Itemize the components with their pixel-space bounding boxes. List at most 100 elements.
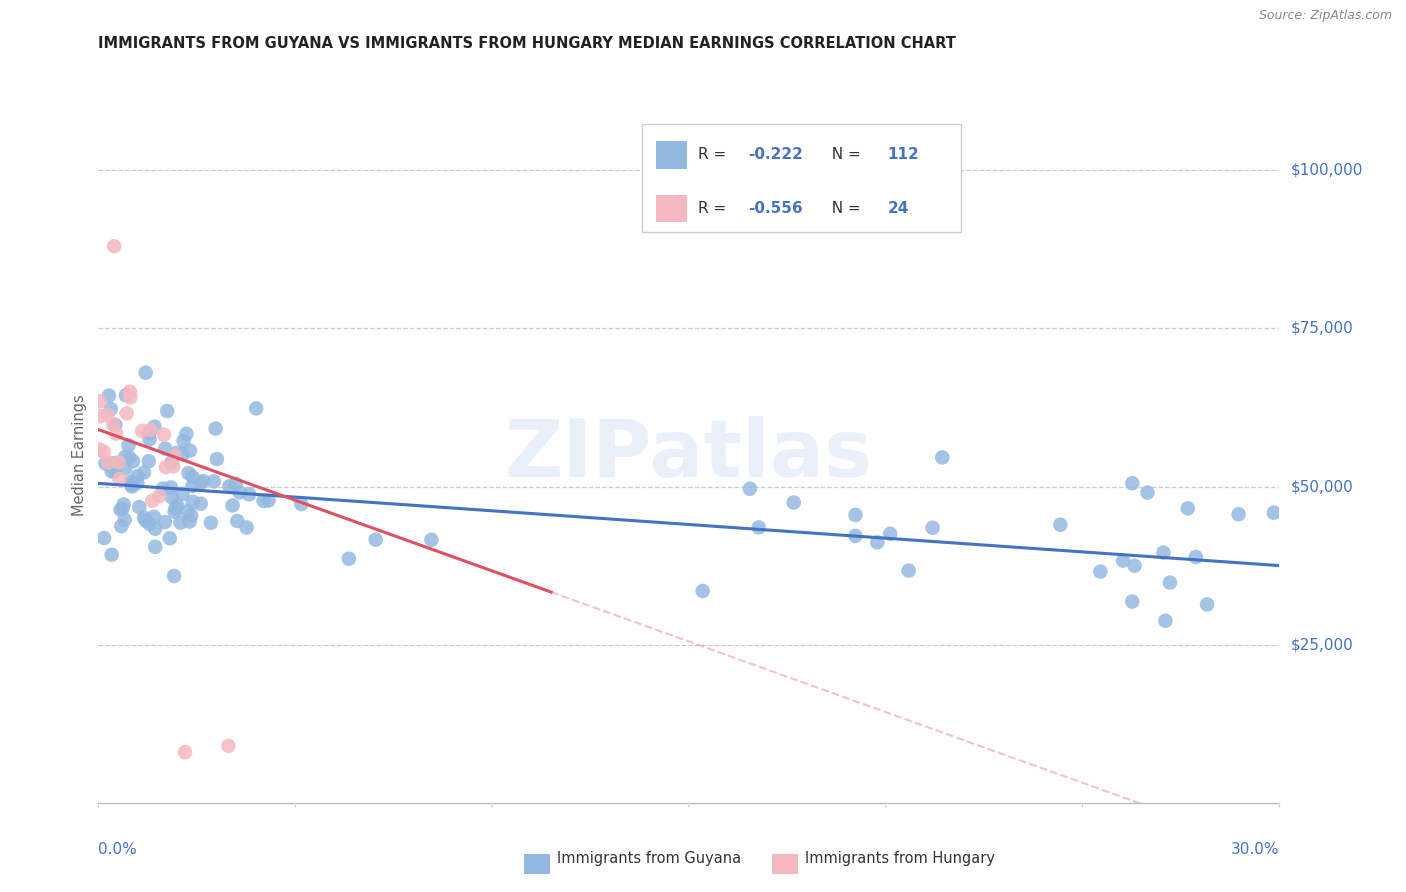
Point	[190, 475, 212, 490]
Point	[1049, 517, 1071, 532]
Point	[866, 535, 889, 549]
Point	[132, 510, 155, 524]
Point	[257, 493, 280, 508]
Point	[118, 450, 141, 465]
Point	[692, 584, 714, 599]
Point	[931, 450, 953, 465]
Point	[104, 464, 127, 478]
Point	[114, 388, 136, 402]
Point	[139, 423, 162, 437]
Bar	[772, 854, 797, 874]
Point	[204, 421, 226, 435]
Text: Source: ZipAtlas.com: Source: ZipAtlas.com	[1258, 9, 1392, 22]
Point	[93, 531, 115, 545]
Point	[1136, 485, 1159, 500]
Point	[783, 495, 806, 509]
Point	[169, 516, 191, 530]
Point	[138, 454, 160, 468]
Point	[1123, 558, 1146, 573]
Point	[120, 475, 142, 489]
Point	[103, 456, 125, 470]
Point	[160, 490, 183, 504]
Point	[221, 499, 243, 513]
Point	[1112, 553, 1135, 567]
Point	[159, 531, 181, 545]
Point	[160, 480, 183, 494]
Point	[127, 475, 149, 490]
Point	[290, 497, 312, 511]
Point	[127, 469, 149, 483]
Point	[155, 460, 177, 475]
Text: 0.0%: 0.0%	[98, 842, 138, 856]
Point	[90, 409, 112, 423]
Point	[218, 479, 240, 493]
Point	[364, 533, 387, 547]
Point	[117, 438, 139, 452]
Point	[138, 516, 160, 531]
Bar	[655, 194, 686, 222]
Point	[181, 469, 204, 483]
FancyBboxPatch shape	[641, 124, 960, 232]
Point	[165, 501, 187, 516]
Text: R =: R =	[699, 147, 731, 162]
Text: Immigrants from Guyana: Immigrants from Guyana	[557, 851, 741, 866]
Bar	[523, 854, 550, 874]
Point	[138, 426, 160, 441]
Point	[103, 239, 125, 253]
Point	[114, 513, 136, 527]
Point	[1227, 508, 1250, 522]
Text: $50,000: $50,000	[1291, 479, 1354, 494]
Point	[200, 516, 222, 530]
Text: -0.556: -0.556	[748, 201, 803, 216]
Point	[143, 522, 166, 536]
Point	[100, 401, 122, 416]
Point	[1263, 506, 1285, 520]
Point	[181, 495, 204, 509]
Point	[160, 456, 183, 470]
Text: Immigrants from Hungary: Immigrants from Hungary	[804, 851, 994, 866]
Point	[173, 434, 195, 448]
Point	[1152, 545, 1174, 559]
Point	[105, 426, 128, 441]
Point	[121, 479, 143, 493]
Point	[153, 427, 176, 442]
Point	[172, 486, 194, 500]
Point	[181, 479, 204, 493]
Point	[163, 505, 186, 519]
Point	[98, 457, 121, 471]
Text: $75,000: $75,000	[1291, 321, 1354, 336]
Point	[163, 449, 186, 463]
Point	[1090, 565, 1112, 579]
Point	[93, 444, 115, 458]
Point	[176, 426, 198, 441]
Text: 24: 24	[887, 201, 908, 216]
Point	[205, 452, 228, 467]
Point	[252, 494, 274, 508]
Point	[89, 394, 111, 409]
Point	[94, 457, 117, 471]
Point	[1154, 614, 1177, 628]
Text: R =: R =	[699, 201, 731, 216]
Point	[163, 569, 186, 583]
Point	[156, 404, 179, 418]
Point	[202, 475, 225, 489]
Point	[122, 454, 145, 468]
Point	[179, 443, 201, 458]
Point	[114, 450, 136, 464]
Point	[153, 442, 176, 456]
Text: ZIPatlas: ZIPatlas	[505, 416, 873, 494]
Text: 30.0%: 30.0%	[1232, 842, 1279, 856]
Point	[131, 424, 153, 438]
Point	[1197, 598, 1219, 612]
Text: N =: N =	[823, 201, 866, 216]
Point	[114, 461, 136, 475]
Bar	[655, 141, 686, 169]
Point	[177, 466, 200, 480]
Point	[748, 520, 770, 534]
Point	[844, 508, 866, 522]
Point	[191, 474, 214, 488]
Point	[120, 390, 142, 404]
Point	[89, 442, 111, 457]
Point	[228, 485, 250, 500]
Point	[97, 456, 120, 470]
